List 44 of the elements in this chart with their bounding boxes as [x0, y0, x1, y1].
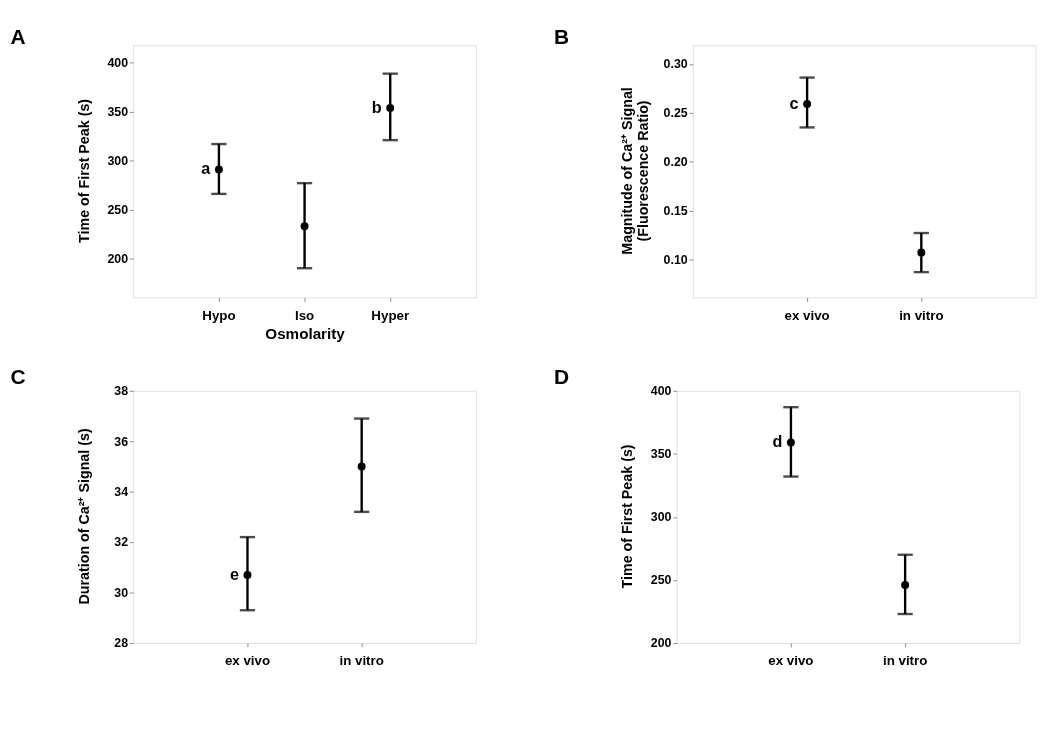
- y-axis-title: Time of First Peak (s): [618, 444, 635, 589]
- y-tick-label: 300: [107, 153, 129, 168]
- y-tick-label: 350: [650, 447, 672, 462]
- y-tick-label: 200: [107, 251, 129, 266]
- y-axis-title: Time of First Peak (s): [75, 98, 92, 243]
- y-tick-label: 250: [650, 573, 672, 588]
- y-tick-label: 350: [107, 105, 129, 120]
- x-tick-label: ex vivo: [784, 307, 830, 323]
- x-tick-label: ex vivo: [768, 653, 814, 669]
- x-tick-label: Iso: [294, 307, 315, 323]
- x-tick-label: ex vivo: [224, 653, 271, 669]
- y-tick-label: 400: [650, 384, 672, 399]
- chart-title: C: [10, 365, 26, 389]
- x-tick-label: in vitro: [339, 653, 384, 669]
- y-tick-label: 250: [107, 202, 129, 217]
- x-tick-label: in vitro: [882, 653, 928, 669]
- y-axis-title: Magnitude of Ca²⁺ Signal (Fluorescence Ratio): [618, 87, 652, 255]
- y-tick-label: 0.10: [663, 252, 688, 267]
- y-tick-label: 300: [650, 510, 672, 525]
- chart-title: B: [553, 25, 570, 49]
- x-tick-label: Hyper: [371, 307, 410, 323]
- x-axis-title: Osmolarity: [265, 324, 346, 342]
- annotation: d: [772, 432, 783, 451]
- x-tick-label: Hypo: [202, 307, 236, 323]
- y-tick-label: 200: [650, 636, 672, 651]
- y-tick-label: 32: [114, 535, 129, 550]
- y-tick-label: 400: [107, 56, 129, 71]
- y-tick-label: 0.20: [663, 154, 688, 169]
- annotation: c: [789, 93, 799, 112]
- annotation: e: [229, 564, 239, 583]
- annotation: a: [201, 159, 212, 178]
- x-tick-label: in vitro: [899, 307, 944, 323]
- y-tick-label: 0.30: [663, 57, 688, 72]
- chart-title: D: [553, 365, 570, 389]
- y-tick-label: 34: [114, 484, 129, 499]
- y-tick-label: 38: [114, 384, 129, 399]
- y-tick-label: 28: [114, 636, 129, 651]
- y-tick-label: 36: [114, 434, 129, 449]
- annotation: b: [371, 97, 382, 116]
- chart-title: A: [10, 25, 26, 49]
- y-tick-label: 0.15: [663, 203, 688, 218]
- y-axis-title: Duration of Ca²⁺ Signal (s): [75, 428, 92, 605]
- y-tick-label: 30: [114, 585, 129, 600]
- y-tick-label: 0.25: [663, 106, 688, 121]
